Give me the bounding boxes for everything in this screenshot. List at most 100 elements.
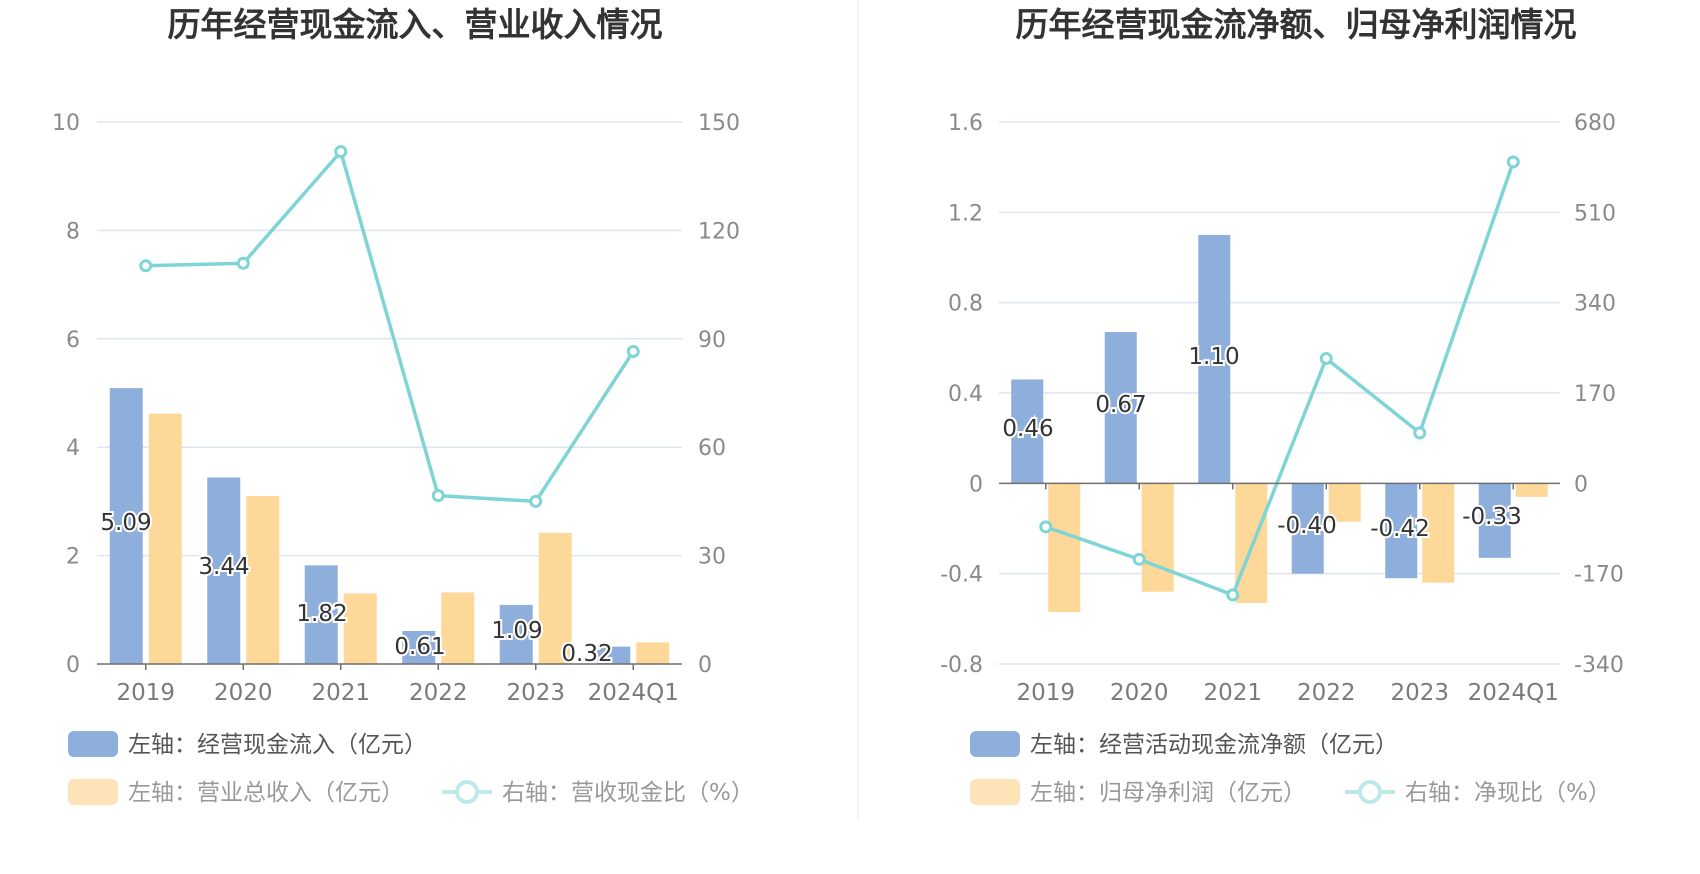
data-label: -0.42: [1370, 516, 1430, 542]
left-axis-tick-label: 0: [969, 472, 983, 497]
legend-label-inflow[interactable]: 左轴：经营现金流入（亿元）: [128, 732, 427, 758]
right-axis-tick-label: 680: [1574, 111, 1616, 136]
legend-swatch-revenue[interactable]: [68, 779, 118, 805]
right-axis-tick-label: 170: [1574, 382, 1616, 407]
left-axis-tick-label: 1.6: [948, 111, 983, 136]
x-axis-tick-label: 2019: [1016, 680, 1075, 706]
left-axis-tick-label: 1.2: [948, 201, 983, 226]
left-axis-tick-label: 8: [66, 219, 80, 244]
ratio-point[interactable]: [626, 344, 640, 358]
legend-label-ratio[interactable]: 右轴：净现比（%）: [1405, 780, 1611, 806]
x-axis-tick-label: 2023: [1390, 680, 1449, 706]
legend-marker-ratio[interactable]: [1358, 780, 1382, 804]
bar-secondary[interactable]: [636, 642, 670, 664]
x-axis-tick-label: 2019: [116, 680, 175, 706]
bar-primary[interactable]: [304, 565, 338, 664]
legend-label-ratio[interactable]: 右轴：营收现金比（%）: [502, 780, 754, 806]
legend-marker-ratio[interactable]: [455, 780, 479, 804]
bar-secondary[interactable]: [538, 532, 572, 664]
right-axis-tick-label: 340: [1574, 292, 1616, 317]
chart-panel-cash-inflow: 历年经营现金流入、营业收入情况 5.09 3.44 1.82 0.61 1.09 0.32…: [52, 5, 754, 806]
legend-label-net-profit[interactable]: 左轴：归母净利润（亿元）: [1030, 780, 1306, 806]
ratio-line: [1045, 161, 1515, 597]
bar-primary[interactable]: [597, 646, 631, 664]
ratio-point[interactable]: [529, 494, 543, 508]
x-axis-tick-label: 2022: [1297, 680, 1356, 706]
right-axis-tick-label: 0: [1574, 472, 1588, 497]
legend-swatch-inflow[interactable]: [68, 731, 118, 757]
legend-swatch-net-cash[interactable]: [970, 731, 1020, 757]
right-axis-tick-label: -170: [1574, 563, 1624, 588]
ratio-point[interactable]: [334, 145, 348, 159]
right-axis-tick-label: 30: [698, 545, 726, 570]
ratio-point[interactable]: [1226, 588, 1240, 602]
legend-label-revenue[interactable]: 左轴：营业总收入（亿元）: [128, 780, 404, 806]
data-label: -0.33: [1462, 504, 1522, 530]
left-axis-tick-label: 10: [52, 111, 80, 136]
x-axis-tick-label: 2020: [214, 680, 273, 706]
bar-primary[interactable]: [1011, 379, 1044, 484]
right-axis-tick-label: 0: [698, 653, 712, 678]
data-label: 1.10: [1188, 344, 1239, 370]
left-axis-tick-label: 0.8: [948, 292, 983, 317]
ratio-point[interactable]: [1039, 520, 1053, 534]
bar-primary[interactable]: [402, 630, 436, 664]
data-label: 3.44: [198, 554, 249, 580]
bar-primary[interactable]: [1104, 332, 1137, 484]
x-axis-tick-label: 2023: [506, 680, 565, 706]
bar-primary[interactable]: [1385, 483, 1418, 579]
ratio-point[interactable]: [431, 489, 445, 503]
x-axis-tick-label: 2024Q1: [588, 680, 679, 706]
bar-secondary[interactable]: [441, 592, 475, 664]
data-label: 0.61: [394, 634, 445, 660]
ratio-point[interactable]: [1413, 426, 1427, 440]
data-label: 0.67: [1095, 392, 1146, 418]
left-axis-tick-label: -0.4: [940, 563, 983, 588]
legend: 左轴：经营现金流入（亿元） 左轴：营业总收入（亿元） 右轴：营收现金比（%）: [68, 731, 754, 806]
bar-secondary[interactable]: [343, 593, 377, 664]
bar-secondary[interactable]: [1235, 483, 1268, 604]
legend-swatch-net-profit[interactable]: [970, 779, 1020, 805]
ratio-point[interactable]: [236, 256, 250, 270]
bar-secondary[interactable]: [148, 413, 182, 664]
data-label: 5.09: [100, 510, 151, 536]
bar-primary[interactable]: [499, 604, 533, 664]
data-label: 1.82: [296, 601, 347, 627]
ratio-point[interactable]: [1506, 155, 1520, 169]
ratio-point[interactable]: [1132, 552, 1146, 566]
ratio-line: [145, 149, 635, 504]
bar-secondary[interactable]: [1328, 483, 1361, 522]
left-axis-tick-label: 6: [66, 328, 80, 353]
bar-primary[interactable]: [1291, 483, 1324, 574]
bar-primary[interactable]: [207, 477, 241, 664]
left-axis-tick-label: 2: [66, 545, 80, 570]
chart-title: 历年经营现金流净额、归母净利润情况: [1016, 5, 1577, 44]
right-axis-tick-label: 120: [698, 219, 740, 244]
x-axis-tick-label: 2024Q1: [1468, 680, 1559, 706]
bar-primary[interactable]: [1478, 483, 1511, 558]
bar-secondary[interactable]: [1515, 483, 1548, 497]
left-axis-tick-label: -0.8: [940, 653, 983, 678]
data-label: 0.32: [561, 641, 612, 667]
left-axis-tick-label: 4: [66, 436, 80, 461]
right-axis-tick-label: 150: [698, 111, 740, 136]
bar-secondary[interactable]: [1422, 483, 1455, 583]
ratio-point[interactable]: [139, 259, 153, 273]
right-axis-tick-label: 60: [698, 436, 726, 461]
left-axis-tick-label: 0.4: [948, 382, 983, 407]
bar-primary[interactable]: [1198, 234, 1231, 484]
right-axis-tick-label: 90: [698, 328, 726, 353]
data-label: 1.09: [491, 618, 542, 644]
bar-secondary[interactable]: [1048, 483, 1081, 613]
x-axis-tick-label: 2021: [1203, 680, 1262, 706]
legend-label-net-cash[interactable]: 左轴：经营活动现金流净额（亿元）: [1030, 732, 1398, 758]
legend: 左轴：经营活动现金流净额（亿元） 左轴：归母净利润（亿元） 右轴：净现比（%）: [970, 731, 1611, 806]
data-label: 0.46: [1002, 416, 1053, 442]
bar-secondary[interactable]: [1141, 483, 1174, 592]
bar-primary[interactable]: [109, 388, 143, 664]
bar-secondary[interactable]: [246, 495, 280, 664]
ratio-point[interactable]: [1319, 351, 1333, 365]
x-axis-tick-label: 2020: [1110, 680, 1169, 706]
